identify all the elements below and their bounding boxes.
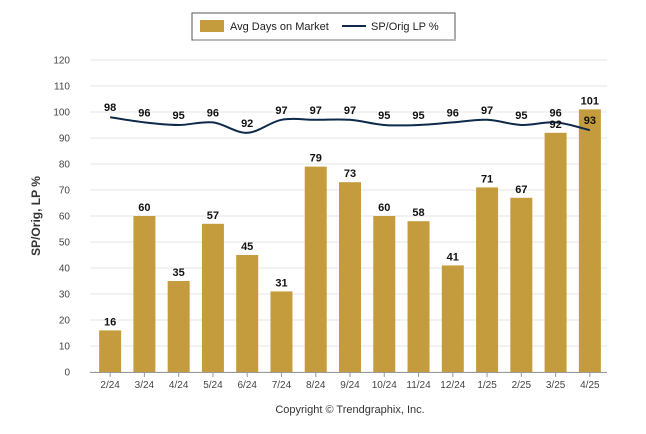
x-tick-label: 4/24 — [169, 380, 189, 391]
y-tick-label: 100 — [53, 108, 70, 119]
bar — [270, 291, 293, 372]
bar — [373, 216, 396, 372]
bar — [578, 109, 601, 373]
line-data-label: 97 — [310, 105, 322, 117]
y-tick-label: 90 — [59, 134, 71, 145]
x-tick-label: 10/24 — [372, 380, 397, 391]
legend-swatch-bar — [200, 20, 224, 32]
line-series — [109, 116, 591, 134]
bar — [339, 182, 361, 372]
x-tick-label: 9/24 — [340, 380, 360, 391]
bar-data-label: 31 — [275, 277, 287, 289]
legend-shadow — [193, 39, 456, 41]
y-axis-ticks: 0 10 20 30 40 50 60 70 80 90 100 110 120 — [53, 56, 70, 379]
y-tick-label: 20 — [59, 316, 71, 327]
x-axis: 2/24 3/24 4/24 5/24 6/24 7/24 8/24 9/24 10/24 11/… — [90, 372, 607, 391]
y-tick-label: 60 — [59, 212, 71, 223]
bar-data-label: 101 — [581, 95, 599, 107]
x-tick-label: 6/24 — [237, 380, 257, 391]
line-data-label: 97 — [481, 105, 493, 117]
bar-data-label: 73 — [344, 168, 356, 180]
x-tick-label: 8/24 — [306, 380, 326, 391]
line-data-label: 96 — [549, 107, 561, 119]
bar-data-label: 45 — [241, 241, 253, 253]
legend: Avg Days on Market SP/Orig LP % — [191, 12, 456, 41]
y-tick-label: 110 — [54, 82, 70, 93]
y-tick-label: 50 — [59, 238, 71, 249]
bar-data-label: 60 — [138, 202, 150, 214]
x-tick-label: 7/24 — [272, 380, 292, 391]
bar-data-label: 58 — [412, 207, 424, 219]
y-tick-label: 70 — [59, 186, 71, 197]
x-tick-label: 2/24 — [100, 380, 120, 391]
y-tick-label: 30 — [59, 290, 71, 301]
x-tick-label: 4/25 — [580, 380, 600, 391]
bar — [167, 281, 190, 372]
legend-label-line: SP/Orig LP % — [371, 21, 439, 33]
bar — [441, 265, 464, 372]
bar — [476, 187, 499, 372]
line-data-label: 97 — [344, 105, 356, 117]
bar — [236, 255, 259, 372]
bar-data-label: 67 — [515, 184, 527, 196]
x-tick-label: 11/24 — [406, 380, 431, 391]
y-axis-title: SP/Orig, LP % — [29, 176, 43, 256]
x-tick-label: 5/24 — [203, 380, 223, 391]
bar-data-label: 57 — [207, 210, 219, 222]
line-data-label: 95 — [412, 110, 424, 122]
line-data-label: 93 — [584, 115, 596, 127]
bar-data-label: 41 — [447, 251, 459, 263]
line-data-label: 96 — [138, 107, 150, 119]
bar — [510, 197, 533, 372]
y-tick-label: 0 — [64, 368, 70, 379]
y-tick-label: 10 — [59, 342, 71, 353]
copyright-text: Copyright © Trendgraphix, Inc. — [275, 404, 424, 416]
bar — [544, 132, 567, 372]
bar — [133, 216, 156, 372]
x-tick-label: 1/25 — [477, 380, 497, 391]
line-data-label: 92 — [241, 118, 253, 130]
line-data-label: 95 — [515, 110, 527, 122]
bar-data-label: 16 — [104, 316, 116, 328]
y-tick-label: 40 — [59, 264, 71, 275]
bar — [304, 166, 327, 372]
line-data-label: 95 — [378, 110, 390, 122]
x-tick-label: 2/25 — [512, 380, 532, 391]
x-tick-label: 3/24 — [135, 380, 155, 391]
bar-data-label: 92 — [549, 119, 561, 131]
bar — [201, 223, 224, 372]
x-tick-label: 3/25 — [546, 380, 566, 391]
y-tick-label: 120 — [53, 56, 70, 67]
bar — [99, 330, 122, 372]
line-path — [109, 116, 591, 134]
line-data-label: 95 — [173, 110, 185, 122]
y-tick-label: 80 — [59, 160, 71, 171]
line-data-label: 97 — [275, 105, 287, 117]
bar — [407, 221, 430, 372]
legend-label-bar: Avg Days on Market — [230, 21, 329, 33]
bar-data-label: 79 — [310, 153, 322, 165]
line-data-label: 96 — [447, 107, 459, 119]
bar-data-label: 60 — [378, 202, 390, 214]
bar-series — [99, 109, 601, 373]
bar-data-label: 71 — [481, 173, 493, 185]
legend-box — [191, 12, 456, 41]
bar-data-label: 35 — [173, 267, 185, 279]
line-data-label: 96 — [207, 107, 219, 119]
line-data-label: 98 — [104, 102, 116, 114]
x-tick-label: 12/24 — [440, 380, 465, 391]
